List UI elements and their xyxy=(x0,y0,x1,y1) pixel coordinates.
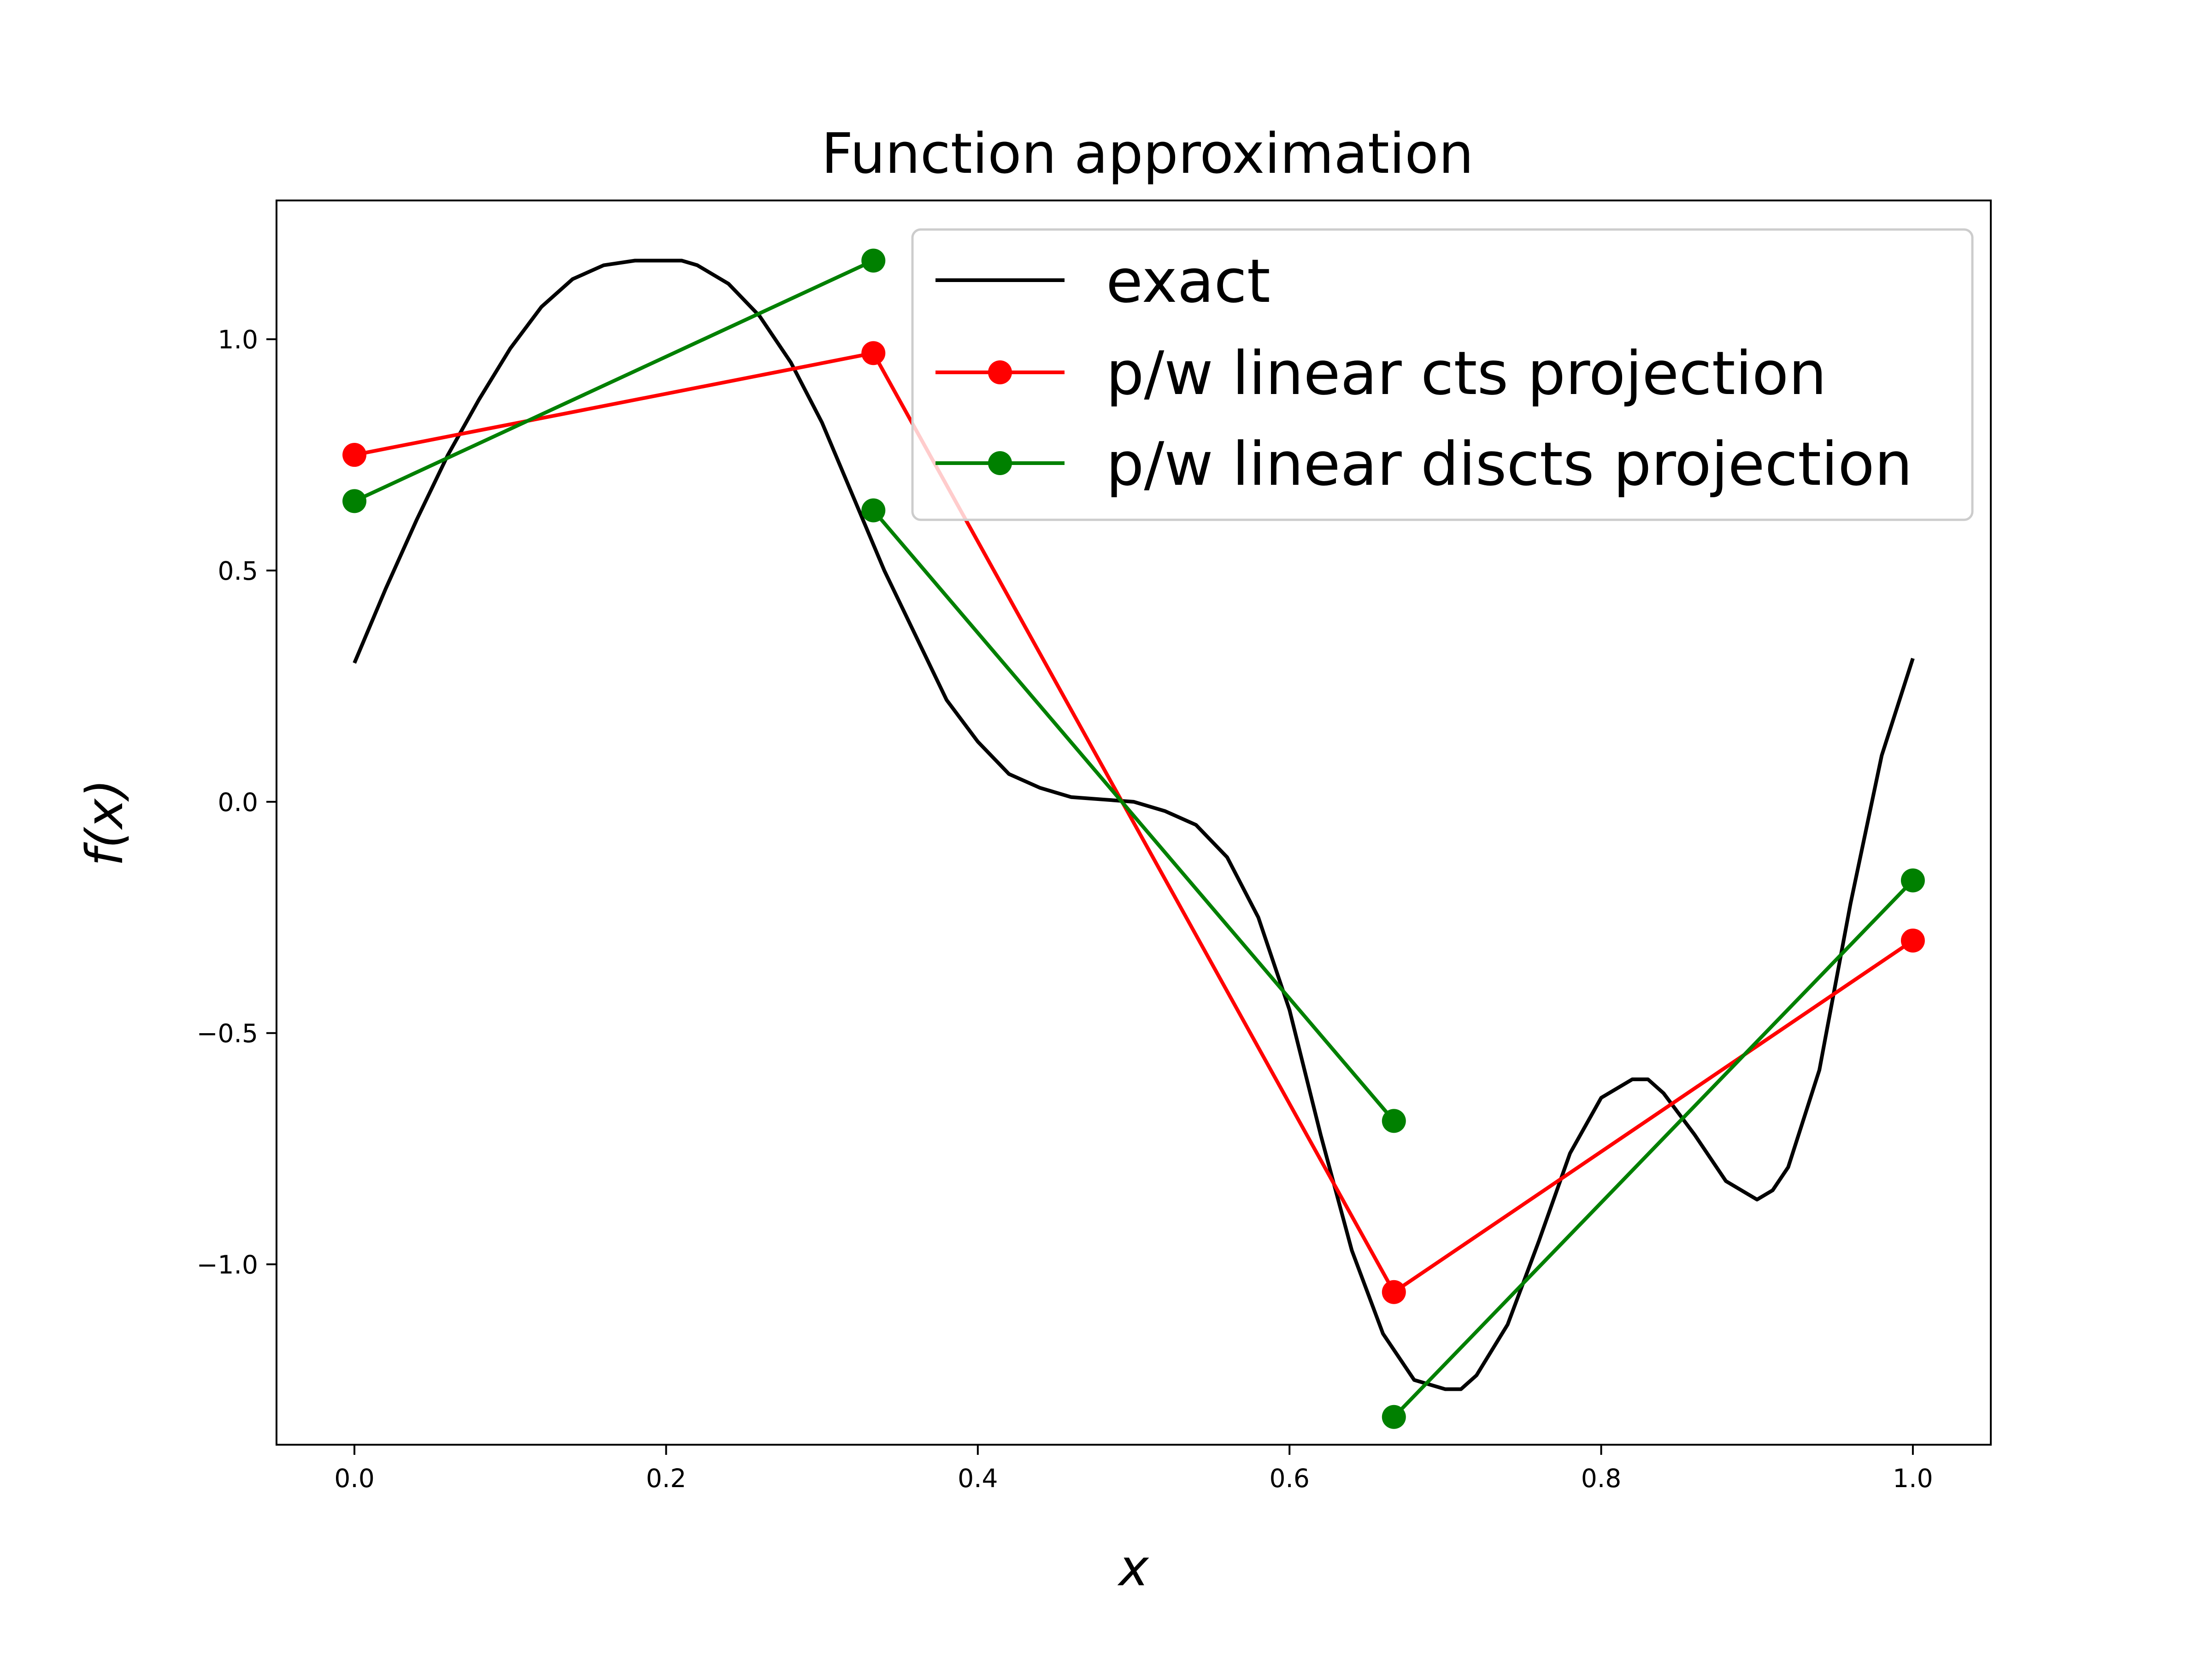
legend-label-cts: p/w linear cts projection xyxy=(1106,338,1827,408)
x-tick-label: 0.2 xyxy=(646,1464,686,1493)
series-1 xyxy=(342,341,1925,1304)
series-2 xyxy=(342,248,1925,1429)
series-line xyxy=(872,509,1395,1122)
x-tick-label: 1.0 xyxy=(1893,1464,1933,1493)
legend: exact p/w linear cts projection p/w line… xyxy=(911,228,1974,521)
x-tick-label: 0.0 xyxy=(334,1464,374,1493)
series-line xyxy=(354,351,1914,1294)
data-point xyxy=(1382,1109,1406,1133)
data-point xyxy=(861,248,886,273)
data-point xyxy=(1382,1405,1406,1429)
legend-label-discts: p/w linear discts projection xyxy=(1106,429,1912,499)
y-tick-label: 1.0 xyxy=(218,325,258,354)
series-layer xyxy=(342,248,1925,1429)
y-tick-label: −0.5 xyxy=(196,1019,258,1048)
chart-title: Function approximation xyxy=(821,122,1474,186)
legend-marker-cts xyxy=(988,360,1012,384)
legend-marker-discts xyxy=(988,451,1012,475)
data-point xyxy=(861,498,886,523)
legend-box xyxy=(911,228,1974,521)
series-0 xyxy=(353,259,1915,1391)
x-tick-label: 0.6 xyxy=(1269,1464,1309,1493)
y-axis-label: f(x) xyxy=(75,779,134,866)
y-tick-label: −1.0 xyxy=(196,1250,258,1280)
y-tick-label: 0.5 xyxy=(218,556,258,586)
legend-label-exact: exact xyxy=(1106,246,1271,316)
series-line xyxy=(353,259,1915,1391)
series-line xyxy=(1392,879,1914,1418)
y-tick-label: 0.0 xyxy=(218,788,258,817)
x-tick-label: 0.8 xyxy=(1581,1464,1621,1493)
data-point xyxy=(861,341,886,365)
series-line xyxy=(353,259,874,503)
x-axis: 0.0 0.2 0.4 0.6 0.8 1.0 xyxy=(334,1445,1933,1493)
x-tick-label: 0.4 xyxy=(958,1464,998,1493)
x-axis-label: x xyxy=(1117,1538,1149,1597)
data-point xyxy=(1900,928,1925,953)
plot-frame xyxy=(276,200,1992,1446)
y-axis: −1.0 −0.5 0.0 0.5 1.0 xyxy=(196,325,276,1280)
data-point xyxy=(1382,1280,1406,1304)
data-point xyxy=(1900,868,1925,893)
data-point xyxy=(342,489,367,513)
data-point xyxy=(342,443,367,467)
